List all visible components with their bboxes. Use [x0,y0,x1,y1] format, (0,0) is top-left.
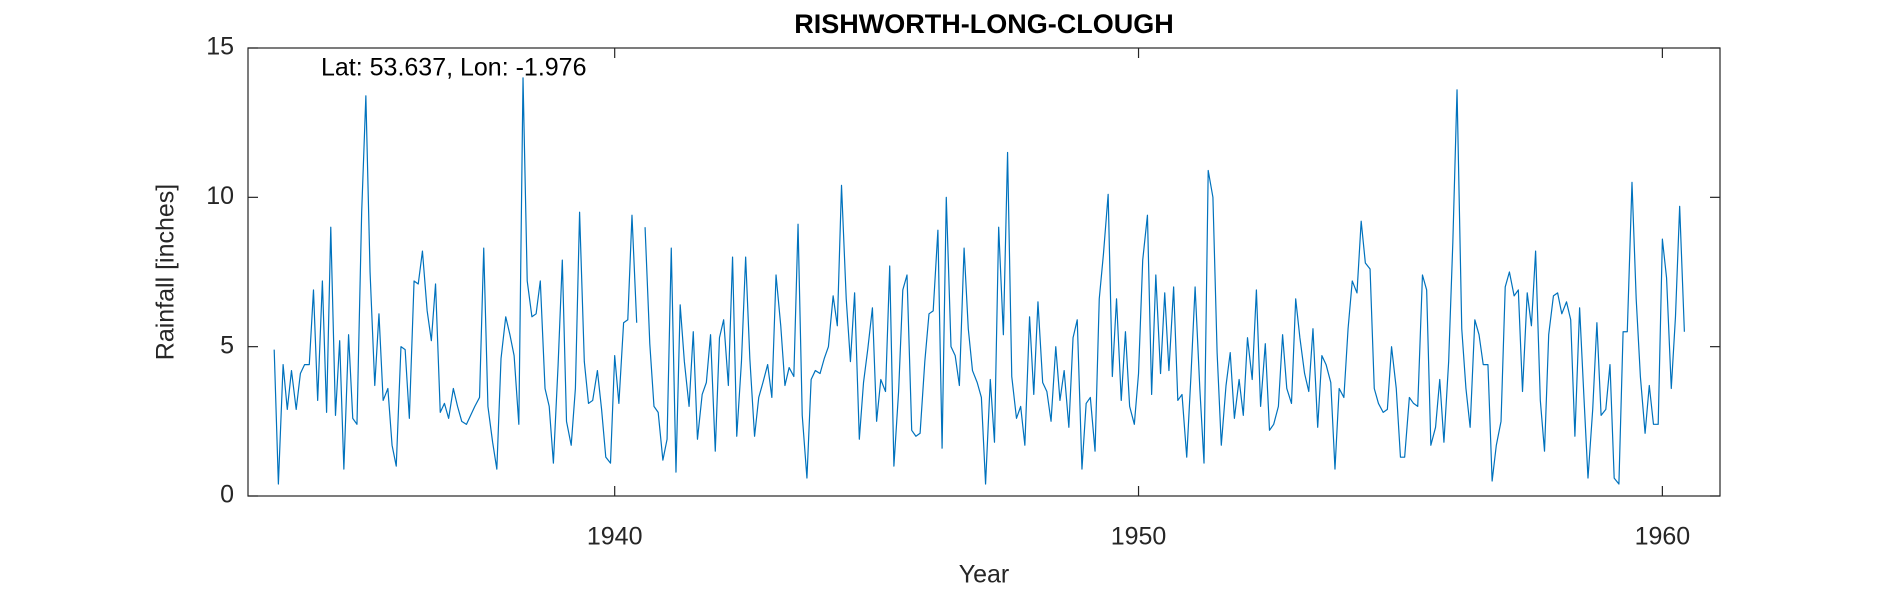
annotation: Lat: 53.637, Lon: -1.976 [321,54,587,82]
x-axis-label: Year [959,561,1010,589]
chart-title: RISHWORTH-LONG-CLOUGH [794,9,1173,39]
y-tick-label: 15 [206,33,234,61]
data-line [273,77,1685,485]
y-axis-label: Rainfall [inches] [152,184,180,360]
y-tick-label: 10 [206,182,234,210]
y-tick-label: 0 [220,481,234,509]
x-tick-label: 1950 [1111,523,1167,551]
x-tick-label: 1960 [1635,523,1691,551]
x-tick-label: 1940 [587,523,643,551]
y-tick-label: 5 [220,331,234,359]
plot-box [247,47,1721,497]
